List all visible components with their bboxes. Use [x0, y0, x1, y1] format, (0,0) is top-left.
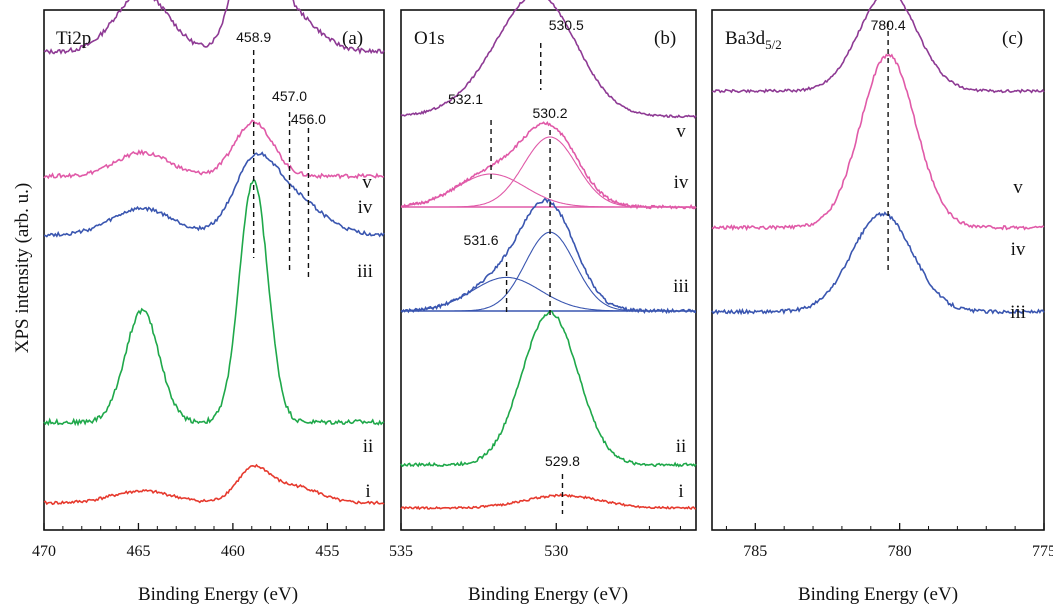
- series-line-ii: [400, 310, 697, 468]
- series-line-v: [400, 0, 697, 119]
- series-label-v: v: [676, 121, 686, 142]
- panel-a-x-axis-label: Binding Energy (eV): [138, 584, 298, 605]
- series-line-i: [400, 493, 697, 511]
- peak-marker-label: 457.0: [272, 88, 307, 104]
- series-line-v: [711, 0, 1045, 94]
- panel-c-plot-area: [711, 0, 1045, 316]
- panel-b-peak-markers: 530.5 532.1 530.2 531.6 529.8: [448, 17, 584, 514]
- panel-c-element-subscript: 5/2: [765, 37, 782, 52]
- peak-marker-label: 532.1: [448, 91, 483, 107]
- series-label-v: v: [1013, 177, 1023, 198]
- x-tick-label: 470: [32, 543, 56, 560]
- series-label-ii: ii: [363, 436, 374, 457]
- series-label-iv: iv: [358, 197, 373, 218]
- panel-b-element-label: O1s: [414, 28, 445, 49]
- series-line-iv: [711, 53, 1045, 232]
- series-label-ii: ii: [676, 436, 687, 457]
- series-label-v: v: [362, 172, 372, 193]
- x-tick-label: 535: [389, 543, 413, 560]
- panel-c-element-label: Ba3d5/2: [725, 28, 782, 52]
- panel-b-x-ticks: 535 530: [389, 523, 681, 560]
- panel-c: 780.4 v iv iii 785 780 775 Ba3d5/2 (c) Bindi…: [711, 0, 1053, 605]
- panel-a-peak-markers: 458.9 457.0 456.0: [236, 29, 326, 278]
- panel-c-element-main: Ba3d: [725, 28, 766, 49]
- panel-b-x-axis-label: Binding Energy (eV): [468, 584, 628, 605]
- fit-component-iv-0: [401, 136, 696, 208]
- fit-component-iv-1: [400, 173, 696, 208]
- panel-a-letter: (a): [342, 28, 363, 49]
- series-label-i: i: [678, 481, 683, 502]
- panel-c-series-labels: v iv iii: [1010, 177, 1026, 323]
- panel-b-letter: (b): [654, 28, 676, 49]
- panel-c-letter: (c): [1002, 28, 1023, 49]
- series-line-iv: [43, 119, 385, 180]
- x-tick-label: 530: [544, 543, 568, 560]
- peak-marker-label: 456.0: [291, 111, 326, 127]
- panel-a-frame: [43, 9, 385, 531]
- peak-marker-label: 529.8: [545, 453, 580, 469]
- peak-marker-label: 530.5: [549, 17, 584, 33]
- peak-marker-label: 530.2: [533, 105, 568, 121]
- fit-component-iii-0: [401, 231, 696, 312]
- peak-marker-label: 780.4: [871, 17, 906, 33]
- series-label-i: i: [365, 481, 370, 502]
- x-tick-label: 455: [315, 543, 339, 560]
- peak-marker-label: 531.6: [464, 232, 499, 248]
- x-tick-label: 775: [1032, 543, 1053, 560]
- panel-a-element-label: Ti2p: [56, 28, 91, 49]
- panel-b-plot-area: [400, 0, 697, 511]
- series-label-iv: iv: [1011, 239, 1026, 260]
- y-axis-label: XPS intensity (arb. u.): [12, 183, 33, 353]
- panel-c-x-axis-label: Binding Energy (eV): [798, 584, 958, 605]
- x-tick-label: 785: [743, 543, 767, 560]
- x-tick-label: 780: [888, 543, 912, 560]
- x-tick-label: 465: [126, 543, 150, 560]
- panel-a-x-ticks: 470 465 460 455: [32, 523, 385, 560]
- series-line-ii: [43, 178, 385, 427]
- series-line-i: [43, 463, 385, 506]
- panel-c-peak-markers: 780.4: [871, 17, 906, 270]
- panel-b-frame: [400, 9, 697, 531]
- series-label-iii: iii: [673, 276, 689, 297]
- series-line-iii: [44, 151, 385, 238]
- peak-marker-label: 458.9: [236, 29, 271, 45]
- panel-a-plot-area: [43, 0, 385, 506]
- panel-c-x-ticks: 785 780 775: [725, 523, 1053, 560]
- series-line-iv: [400, 120, 697, 210]
- panel-c-frame: [711, 9, 1045, 531]
- series-label-iii: iii: [1010, 302, 1026, 323]
- fit-component-iii-1: [401, 276, 696, 312]
- series-label-iii: iii: [357, 261, 373, 282]
- series-line-v: [43, 0, 385, 55]
- x-tick-label: 460: [221, 543, 245, 560]
- series-label-iv: iv: [674, 172, 689, 193]
- series-line-iii: [711, 211, 1045, 316]
